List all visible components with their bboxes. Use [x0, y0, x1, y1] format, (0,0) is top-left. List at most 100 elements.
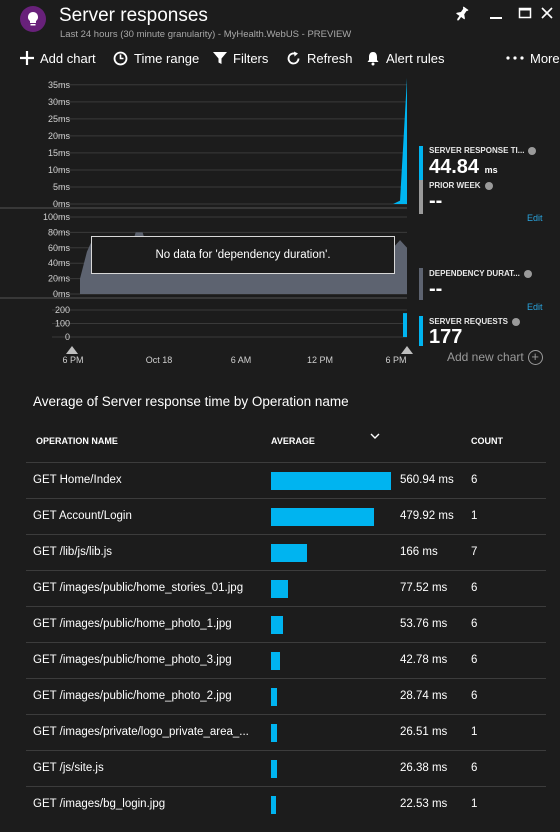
- table-row[interactable]: GET /images/public/home_photo_2.jpg 28.74…: [26, 678, 546, 714]
- average-bar: [271, 760, 277, 778]
- app-insights-bulb-icon: [20, 6, 46, 32]
- average-value: 22.53 ms: [400, 798, 448, 810]
- count-value: 6: [471, 474, 478, 486]
- operation-name: GET /images/private/logo_private_area_..…: [33, 726, 249, 738]
- average-value: 42.78 ms: [400, 654, 448, 666]
- average-value: 479.92 ms: [400, 510, 454, 522]
- edit-link-response[interactable]: Edit: [527, 213, 543, 223]
- ellipsis-icon: [506, 56, 524, 60]
- count-value: 1: [471, 798, 478, 810]
- average-bar: [271, 544, 307, 562]
- y-tick-label: 80ms: [48, 227, 71, 237]
- filters-button[interactable]: Filters: [213, 48, 268, 68]
- table-row[interactable]: GET /images/public/home_stories_01.jpg 77…: [26, 570, 546, 606]
- table-row[interactable]: GET /images/private/logo_private_area_..…: [26, 714, 546, 750]
- range-handle-left: [66, 346, 78, 354]
- average-bar: [271, 580, 288, 598]
- y-tick-label: 30ms: [48, 97, 71, 107]
- close-icon[interactable]: [536, 6, 558, 28]
- average-value: 53.76 ms: [400, 618, 448, 630]
- column-header-operation[interactable]: OPERATION NAME: [36, 436, 118, 446]
- operation-name: GET /images/public/home_photo_3.jpg: [33, 654, 232, 666]
- clock-icon: [113, 51, 128, 65]
- table-row[interactable]: GET /images/public/home_photo_3.jpg 42.78…: [26, 642, 546, 678]
- time-range-label: Time range: [134, 50, 200, 66]
- server-response-legend[interactable]: SERVER RESPONSE TI...: [429, 146, 537, 155]
- sort-chevron-down-icon[interactable]: [370, 432, 380, 442]
- more-button[interactable]: More: [506, 48, 560, 68]
- info-icon: [528, 146, 537, 155]
- prior-week-legend[interactable]: PRIOR WEEK: [429, 181, 493, 190]
- filters-label: Filters: [233, 50, 269, 66]
- count-value: 1: [471, 510, 478, 522]
- x-tick-label: 6 PM: [62, 355, 83, 365]
- server-requests-legend[interactable]: SERVER REQUESTS: [429, 317, 520, 326]
- column-header-count[interactable]: COUNT: [471, 436, 503, 446]
- operation-name: GET /images/public/home_photo_1.jpg: [33, 618, 232, 630]
- operation-name: GET /images/public/home_photo_2.jpg: [33, 690, 232, 702]
- y-tick-label: 5ms: [53, 182, 71, 192]
- average-value: 28.74 ms: [400, 690, 448, 702]
- average-bar: [271, 688, 278, 706]
- operation-name: GET /lib/js/lib.js: [33, 546, 113, 558]
- add-chart-button[interactable]: Add chart: [20, 48, 96, 68]
- edit-link-dependency[interactable]: Edit: [527, 302, 543, 312]
- dependency-value: --: [429, 278, 443, 300]
- dependency-legend[interactable]: DEPENDENCY DURAT...: [429, 269, 532, 278]
- average-value: 26.38 ms: [400, 762, 448, 774]
- info-icon: [484, 181, 493, 190]
- y-tick-label: 20ms: [48, 274, 71, 284]
- add-new-chart-button[interactable]: Add new chart +: [447, 350, 543, 366]
- range-handle-right: [401, 346, 413, 354]
- y-tick-label: 100: [55, 319, 70, 329]
- refresh-button[interactable]: Refresh: [286, 48, 353, 68]
- operation-name: GET Account/Login: [33, 510, 132, 522]
- add-new-chart-label: Add new chart: [447, 350, 524, 364]
- y-tick-label: 0: [65, 332, 70, 342]
- average-value: 166 ms: [400, 546, 438, 558]
- command-bar: Add chart Time range Filters Refresh Ale…: [0, 44, 560, 70]
- table-row[interactable]: GET /images/bg_login.jpg 22.53 ms 1: [26, 786, 546, 822]
- count-value: 6: [471, 654, 478, 666]
- server-response-legend-swatch: [419, 146, 423, 182]
- add-chart-label: Add chart: [40, 50, 96, 66]
- page-title: Server responses: [59, 5, 208, 26]
- table-row[interactable]: GET Home/Index 560.94 ms 6: [26, 462, 546, 498]
- more-label: More: [530, 50, 560, 66]
- metrics-chart-panel: 35ms 30ms 25ms 20ms 15ms 10ms 5ms 0ms 100ms 80ms 6…: [0, 70, 560, 370]
- count-value: 7: [471, 546, 478, 558]
- y-tick-label: 40ms: [48, 258, 71, 268]
- maximize-icon[interactable]: [514, 6, 536, 28]
- table-row[interactable]: GET /images/public/home_photo_1.jpg 53.76…: [26, 606, 546, 642]
- average-value: 77.52 ms: [400, 582, 448, 594]
- average-bar: [271, 724, 277, 742]
- x-tick-label: Oct 18: [146, 355, 173, 365]
- y-tick-label: 200: [55, 305, 70, 315]
- y-tick-label: 10ms: [48, 165, 71, 175]
- y-tick-label: 25ms: [48, 114, 71, 124]
- pin-icon[interactable]: [451, 6, 473, 28]
- operation-name: GET /js/site.js: [33, 762, 104, 774]
- filter-icon: [213, 52, 227, 64]
- count-value: 6: [471, 582, 478, 594]
- table-row[interactable]: GET Account/Login 479.92 ms 1: [26, 498, 546, 534]
- time-range-button[interactable]: Time range: [113, 48, 199, 68]
- alert-rules-button[interactable]: Alert rules: [366, 48, 445, 68]
- plus-icon: [20, 51, 34, 65]
- average-bar: [271, 508, 374, 526]
- y-tick-label: 0ms: [53, 289, 71, 299]
- metrics-charts[interactable]: 35ms 30ms 25ms 20ms 15ms 10ms 5ms 0ms 100ms 80ms 6…: [0, 70, 420, 370]
- dependency-label: DEPENDENCY DURAT...: [429, 269, 520, 278]
- table-row[interactable]: GET /lib/js/lib.js 166 ms 7: [26, 534, 546, 570]
- column-header-average[interactable]: AVERAGE: [271, 436, 315, 446]
- table-row[interactable]: GET /js/site.js 26.38 ms 6: [26, 750, 546, 786]
- count-value: 6: [471, 618, 478, 630]
- server-response-unit: ms: [484, 165, 498, 175]
- refresh-label: Refresh: [307, 50, 353, 66]
- x-tick-label: 12 PM: [307, 355, 333, 365]
- average-bar: [271, 616, 283, 634]
- minimize-icon[interactable]: [485, 6, 507, 28]
- operation-name: GET /images/bg_login.jpg: [33, 798, 166, 810]
- dependency-legend-swatch: [419, 268, 423, 300]
- refresh-icon: [287, 51, 300, 64]
